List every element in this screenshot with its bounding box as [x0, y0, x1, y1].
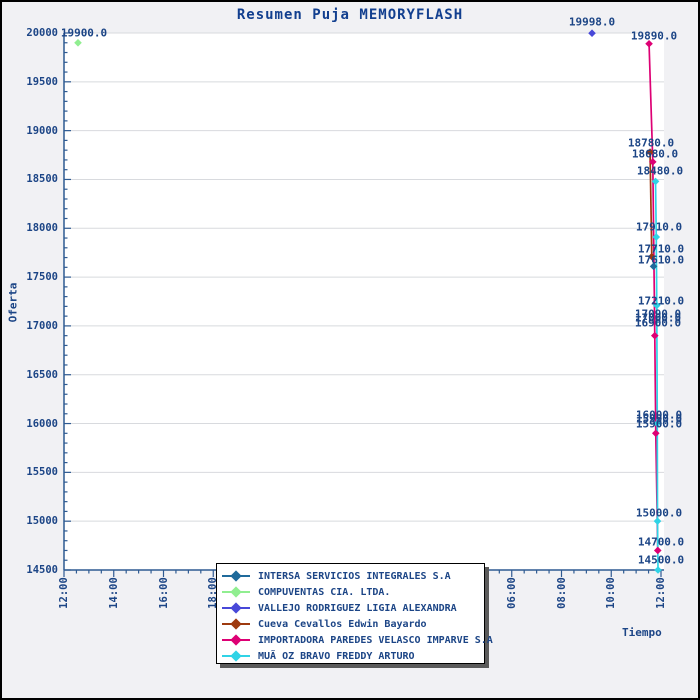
y-tick-label: 17000: [26, 319, 58, 332]
point-value-label: 17210.0: [637, 294, 685, 308]
legend-item: VALLEJO RODRIGUEZ LIGIA ALEXANDRA: [217, 600, 484, 616]
legend-item-label: COMPUVENTAS CIA. LTDA.: [258, 586, 391, 598]
y-tick-label: 18000: [26, 222, 58, 235]
point-value-label: 18780.0: [627, 136, 675, 150]
legend-item: INTERSA SERVICIOS INTEGRALES S.A: [217, 568, 484, 584]
legend-diamond-icon: [222, 602, 250, 614]
y-tick-label: 15000: [26, 515, 58, 528]
point-value-label: 17710.0: [637, 242, 685, 256]
chart-title: Resumen Puja MEMORYFLASH: [236, 7, 464, 23]
point-value-label: 18480.0: [636, 164, 684, 178]
legend-item-label: INTERSA SERVICIOS INTEGRALES S.A: [258, 570, 451, 582]
point-value-label: 19998.0: [568, 15, 616, 29]
legend-item-label: MUÃ OZ BRAVO FREDDY ARTURO: [258, 650, 415, 662]
x-tick-label: 10:00: [605, 577, 618, 609]
point-value-label: 17610.0: [637, 253, 685, 267]
y-tick-label: 19000: [26, 124, 58, 137]
x-tick-label: 06:00: [505, 577, 518, 609]
point-value-label: 16900.0: [634, 316, 682, 330]
legend-item-label: IMPORTADORA PAREDES VELASCO IMPARVE S.A: [258, 634, 493, 646]
x-tick-label: 12:00: [655, 577, 667, 609]
point-value-label: 15000.0: [635, 506, 683, 520]
legend-item: IMPORTADORA PAREDES VELASCO IMPARVE S.A: [217, 632, 493, 648]
point-value-label: 19900.0: [60, 26, 108, 40]
legend: INTERSA SERVICIOS INTEGRALES S.A COMPUVEN…: [216, 563, 493, 664]
point-value-label: 14700.0: [637, 535, 685, 549]
legend-diamond: [230, 570, 242, 582]
legend-item: COMPUVENTAS CIA. LTDA.: [217, 584, 484, 600]
x-tick-label: 14:00: [107, 577, 120, 609]
y-tick-label: 17500: [26, 271, 58, 284]
point-value-label: 17090.0: [634, 307, 682, 321]
legend-diamond-icon: [222, 618, 250, 630]
legend-diamond-icon: [222, 650, 250, 662]
point-value-label: 17000.0: [634, 311, 682, 325]
x-axis-label: Tiempo: [622, 626, 662, 639]
plot-area: [64, 33, 664, 570]
y-tick-label: 19500: [26, 75, 58, 88]
point-value-label: 15990.0: [635, 412, 683, 426]
legend-diamond: [230, 618, 242, 630]
legend-diamond: [230, 634, 242, 646]
y-tick-label: 20000: [26, 27, 58, 39]
legend-diamond: [230, 650, 242, 662]
point-value-label: 17910.0: [635, 220, 683, 234]
point-value-label: 15900.0: [635, 417, 683, 431]
legend-item-label: VALLEJO RODRIGUEZ LIGIA ALEXANDRA: [258, 602, 457, 614]
x-tick-label: 12:00: [58, 577, 70, 609]
legend-diamond: [230, 586, 242, 598]
y-tick-label: 16500: [26, 368, 58, 381]
legend-item: MUÃ OZ BRAVO FREDDY ARTURO: [217, 648, 484, 664]
y-tick-label: 18500: [26, 173, 58, 186]
legend-item-label: Cueva Cevallos Edwin Bayardo: [258, 618, 427, 630]
x-tick-label: 16:00: [157, 577, 170, 609]
legend-diamond-icon: [222, 586, 250, 598]
point-value-label: 19890.0: [630, 29, 678, 43]
point-value-label: 16000.0: [635, 408, 683, 422]
point-value-label: 18680.0: [631, 147, 679, 161]
y-tick-label: 16000: [26, 417, 58, 430]
x-tick-label: 08:00: [555, 577, 568, 609]
legend-diamond-icon: [222, 634, 250, 646]
point-value-label: 14500.0: [637, 553, 685, 567]
legend-diamond-icon: [222, 570, 250, 582]
legend-item: Cueva Cevallos Edwin Bayardo: [217, 616, 484, 632]
y-tick-label: 14500: [26, 564, 58, 576]
legend-diamond: [230, 602, 242, 614]
y-tick-label: 15500: [26, 466, 58, 479]
